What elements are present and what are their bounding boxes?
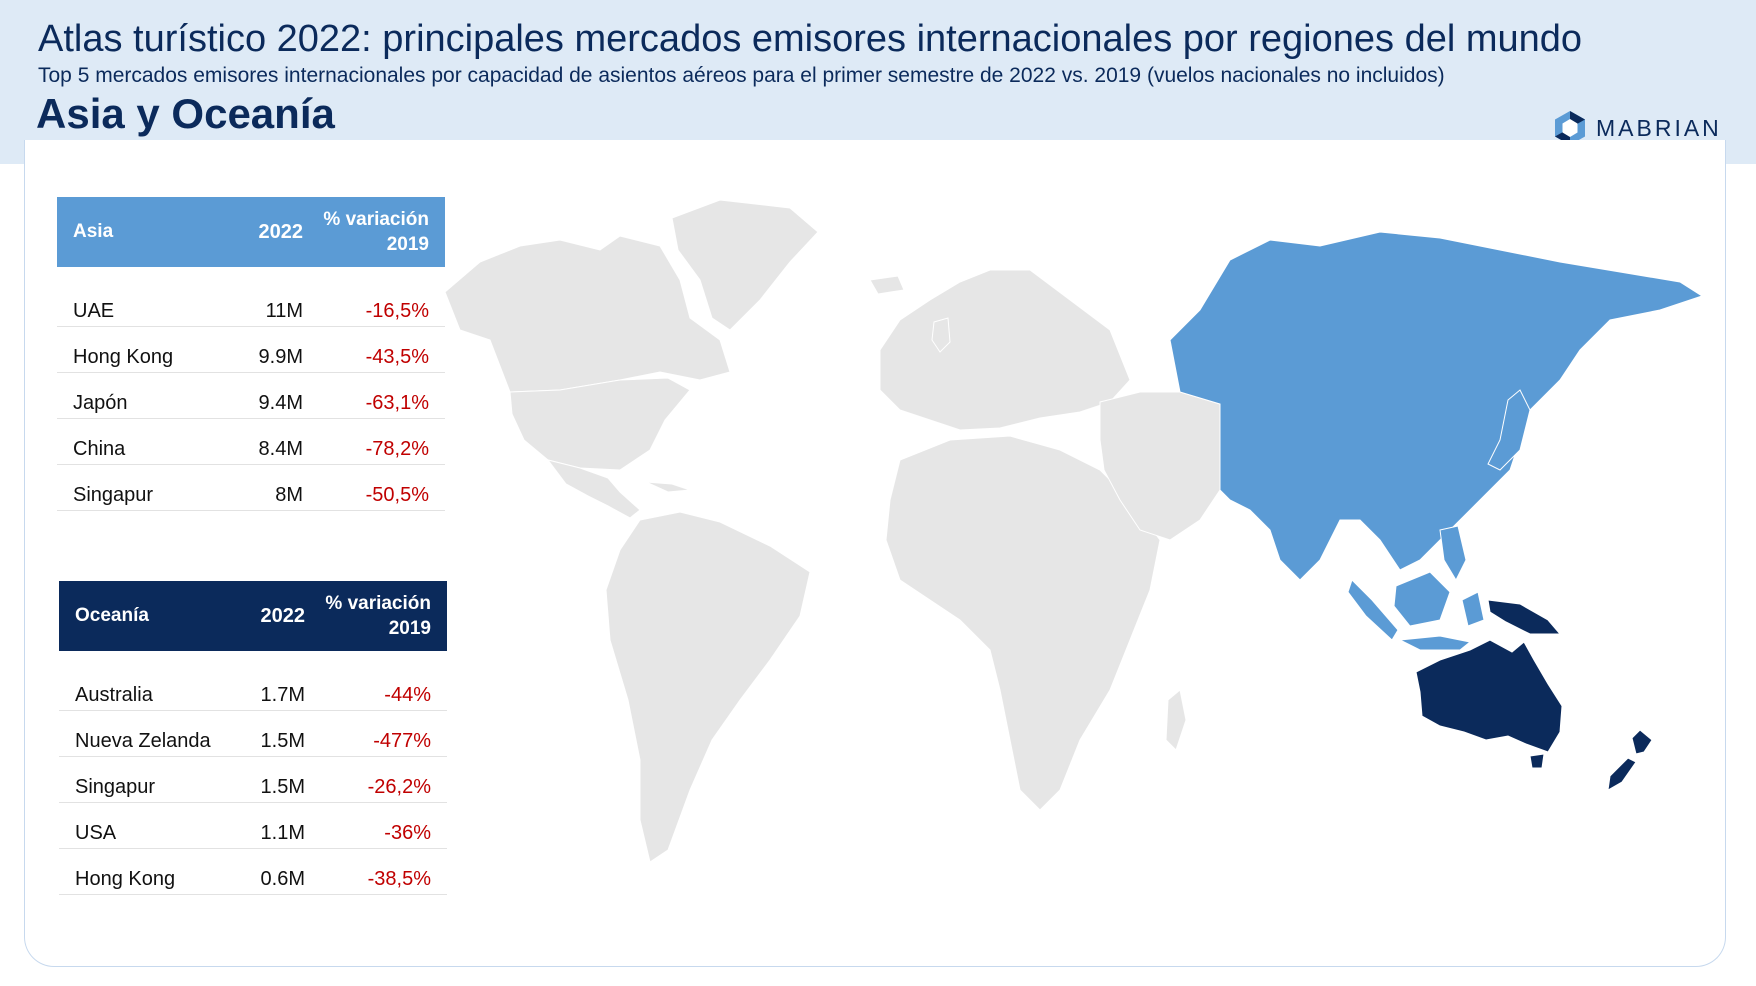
mabrian-logo: MABRIAN (1552, 108, 1732, 148)
asia-region (1169, 231, 1704, 651)
sulawesi-shape (1461, 591, 1485, 627)
africa-shape (885, 435, 1161, 811)
table-row: USA 1.1M -36% (59, 803, 447, 849)
oceania-table-header: Oceanía 2022 % variación 2019 (59, 581, 447, 651)
asia-header-variation-line2: 2019 (386, 234, 429, 255)
market-variation: -78,2% (365, 438, 429, 460)
asia-header-variation: % variación 2019 (317, 207, 445, 257)
world-map (444, 199, 1704, 863)
philippines-shape (1439, 525, 1467, 582)
uk-shape (931, 317, 951, 353)
market-name: Hong Kong (73, 346, 174, 368)
caribbean-shape (645, 481, 691, 493)
region-title: Asia y Oceanía (36, 90, 335, 137)
market-variation: -44% (384, 684, 431, 706)
market-value: 9.9M (258, 346, 303, 368)
market-variation: -477% (373, 730, 431, 752)
oceania-header-region: Oceanía (75, 605, 149, 626)
market-name: China (73, 438, 126, 460)
market-variation: -63,1% (365, 392, 429, 414)
table-row: Hong Kong 9.9M -43,5% (57, 327, 445, 373)
oceania-header-year: 2022 (260, 604, 306, 627)
madagascar-shape (1165, 689, 1187, 751)
header-banner: Atlas turístico 2022: principales mercad… (0, 0, 1756, 164)
oceania-table: Oceanía 2022 % variación 2019 Australia … (59, 581, 447, 895)
market-variation: -38,5% (367, 868, 431, 890)
asia-table-body: UAE 11M -16,5% Hong Kong 9.9M -43,5% Jap… (57, 267, 445, 511)
table-row: Japón 9.4M -63,1% (57, 373, 445, 419)
market-name: UAE (73, 300, 115, 322)
asia-header-region: Asia (73, 221, 114, 242)
java-shape (1398, 635, 1472, 651)
australia-shape (1415, 639, 1563, 753)
market-value: 8M (275, 484, 303, 506)
middle-east-shape (1099, 391, 1221, 541)
mexico-central-america-shape (546, 459, 641, 519)
market-name: USA (75, 822, 117, 844)
hexagon-logo-icon (1555, 111, 1585, 145)
asia-table-header: Asia 2022 % variación 2019 (57, 197, 445, 267)
market-variation: -16,5% (365, 300, 429, 322)
market-name: Japón (73, 392, 128, 414)
page-title: Atlas turístico 2022: principales mercad… (38, 18, 1583, 60)
market-name: Singapur (75, 776, 156, 798)
market-value: 0.6M (260, 868, 305, 890)
market-value: 8.4M (258, 438, 303, 460)
table-row: Singapur 1.5M -26,2% (59, 757, 447, 803)
iceland-shape (869, 275, 905, 295)
market-name: Singapur (73, 484, 154, 506)
market-value: 1.5M (260, 730, 305, 752)
market-variation: -36% (384, 822, 431, 844)
sumatra-shape (1347, 579, 1399, 641)
asia-shape (1169, 231, 1704, 581)
new-zealand-north-shape (1631, 729, 1653, 755)
logo-text: MABRIAN (1596, 114, 1722, 141)
japan-shape (1487, 389, 1531, 471)
table-row: China 8.4M -78,2% (57, 419, 445, 465)
oceania-table-body: Australia 1.7M -44% Nueva Zelanda 1.5M -… (59, 651, 447, 895)
table-row: UAE 11M -16,5% (57, 281, 445, 327)
oceania-header-variation-line2: 2019 (388, 618, 431, 639)
market-variation: -43,5% (365, 346, 429, 368)
market-value: 9.4M (258, 392, 303, 414)
asia-table: Asia 2022 % variación 2019 UAE 11M -16,5… (57, 197, 445, 511)
market-value: 11M (265, 300, 303, 322)
market-name: Hong Kong (75, 868, 176, 890)
market-value: 1.1M (260, 822, 305, 844)
usa-shape (509, 377, 691, 471)
asia-header-variation-line1: % variación (323, 209, 429, 230)
new-zealand-south-shape (1607, 757, 1637, 791)
market-value: 1.5M (260, 776, 305, 798)
market-name: Nueva Zelanda (75, 730, 211, 752)
page-subtitle: Top 5 mercados emisores internacionales … (38, 64, 1445, 87)
market-value: 1.7M (260, 684, 305, 706)
market-variation: -26,2% (367, 776, 431, 798)
asia-header-year: 2022 (258, 220, 304, 243)
table-row: Singapur 8M -50,5% (57, 465, 445, 511)
table-row: Hong Kong 0.6M -38,5% (59, 849, 447, 895)
oceania-header-variation-line1: % variación (325, 593, 431, 614)
oceania-region (1415, 599, 1653, 791)
new-guinea-shape (1487, 599, 1562, 635)
table-row: Australia 1.7M -44% (59, 665, 447, 711)
greenland-shape (671, 199, 819, 331)
market-variation: -50,5% (365, 484, 429, 506)
oceania-header-variation: % variación 2019 (319, 591, 447, 641)
table-row: Nueva Zelanda 1.5M -477% (59, 711, 447, 757)
europe-shape (879, 269, 1131, 431)
other-land (444, 199, 1221, 863)
borneo-shape (1393, 571, 1451, 627)
market-name: Australia (75, 684, 153, 706)
tasmania-shape (1529, 753, 1545, 769)
south-america-shape (605, 511, 811, 863)
